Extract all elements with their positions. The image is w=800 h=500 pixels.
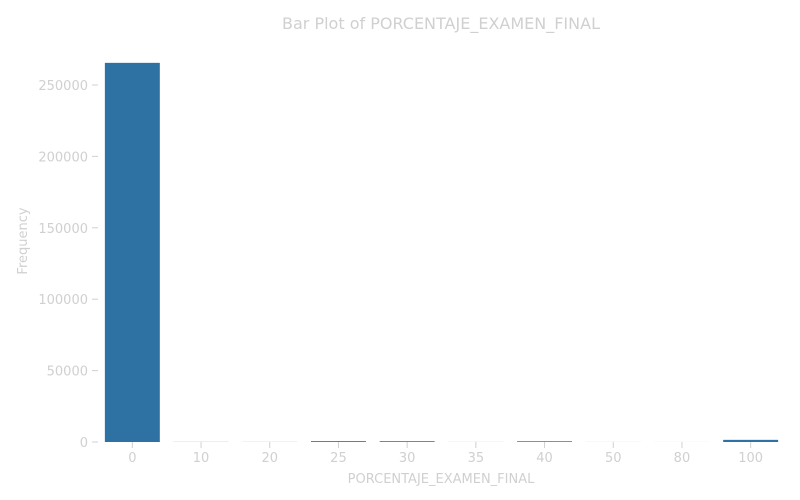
x-tick-label: 35 xyxy=(468,451,485,466)
y-tick-label: 50000 xyxy=(47,365,88,380)
x-axis-label: PORCENTAJE_EXAMEN_FINAL xyxy=(348,472,535,487)
bar-0 xyxy=(104,62,160,443)
y-tick-label: 250000 xyxy=(38,79,88,94)
bar-100 xyxy=(723,439,779,442)
x-tick-label: 25 xyxy=(330,451,347,466)
y-tick-label: 200000 xyxy=(38,150,88,165)
x-tick-label: 20 xyxy=(261,451,278,466)
y-tick-label: 0 xyxy=(80,436,88,451)
bar-25 xyxy=(310,441,366,442)
y-tick-label: 150000 xyxy=(38,222,88,237)
y-tick-label: 100000 xyxy=(38,293,88,308)
x-tick-label: 80 xyxy=(674,451,691,466)
bar-30 xyxy=(379,441,435,442)
x-tick-label: 40 xyxy=(536,451,553,466)
chart-title: Bar Plot of PORCENTAJE_EXAMEN_FINAL xyxy=(282,14,600,34)
bar-40 xyxy=(517,441,573,442)
y-axis-label: Frequency xyxy=(16,207,31,274)
bars xyxy=(104,62,779,443)
x-tick-label: 10 xyxy=(193,451,210,466)
x-tick-label: 30 xyxy=(399,451,416,466)
x-tick-label: 100 xyxy=(738,451,763,466)
y-axis: 0 50000 100000 150000 200000 250000 xyxy=(38,79,98,451)
x-tick-label: 50 xyxy=(605,451,622,466)
x-tick-label: 0 xyxy=(128,451,136,466)
x-axis: 0 10 20 25 30 35 40 50 80 100 xyxy=(128,442,763,466)
